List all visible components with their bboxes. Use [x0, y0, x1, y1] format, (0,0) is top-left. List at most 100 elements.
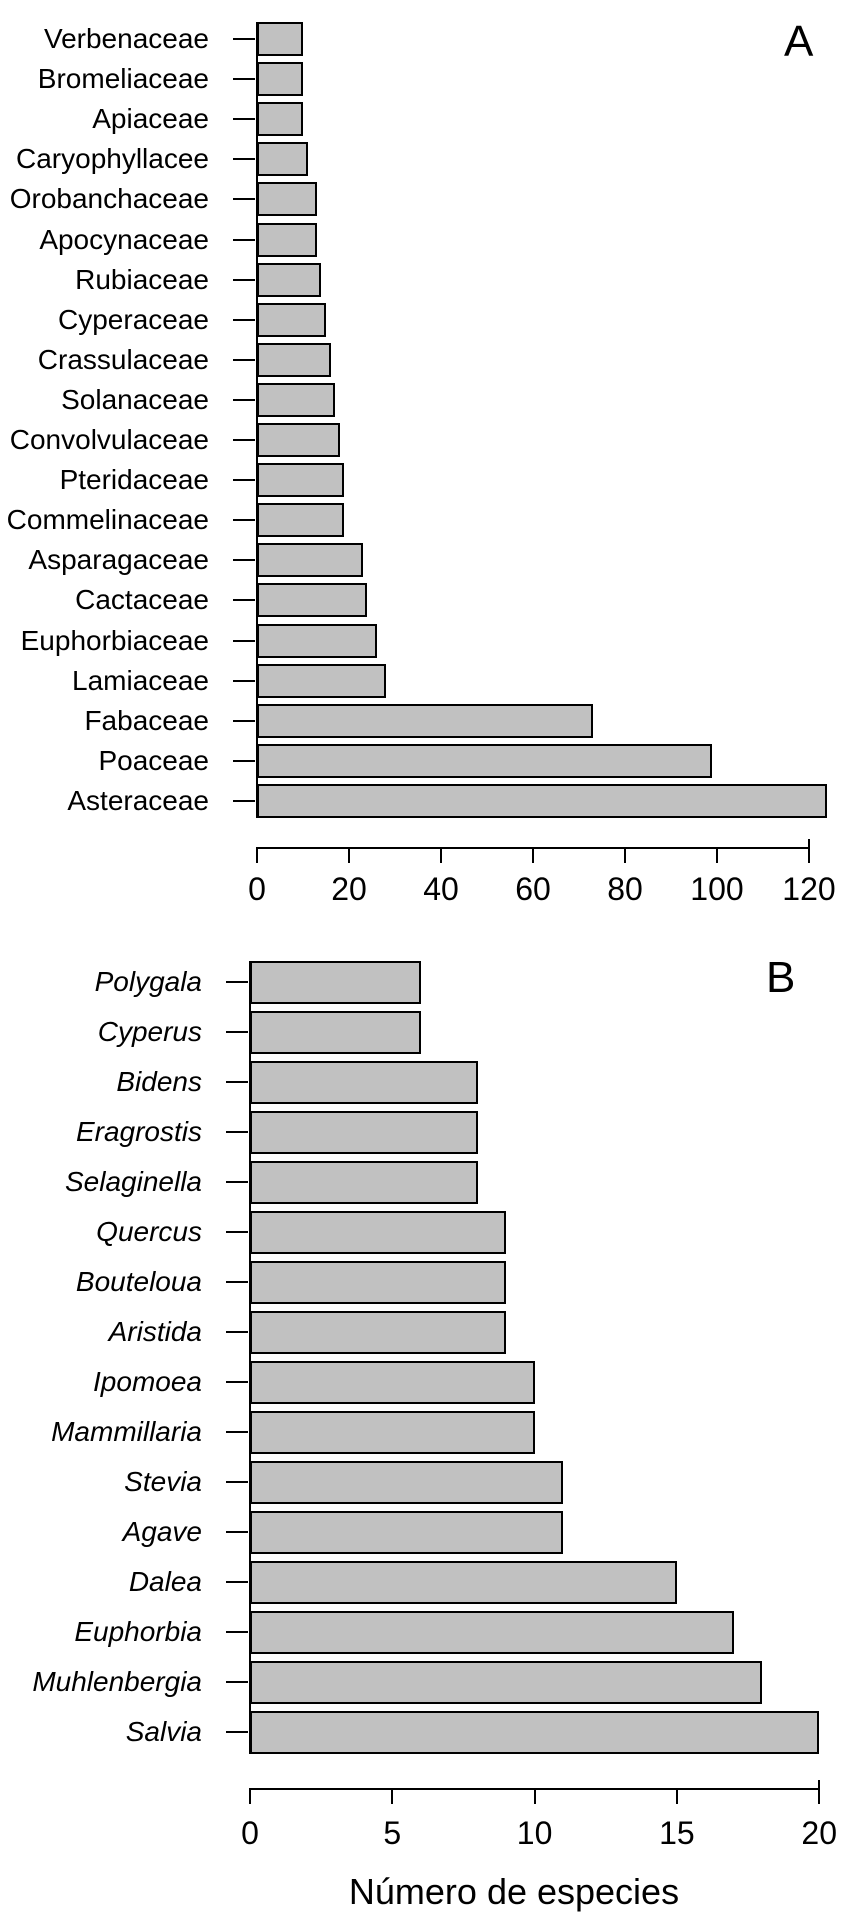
y-tick-mark [226, 1731, 248, 1733]
y-axis-spine [256, 22, 258, 818]
x-tick-mark [624, 847, 626, 863]
panel-a-label: A [784, 17, 814, 66]
y-tick-mark [233, 759, 255, 762]
category-label: Selaginella [65, 1166, 202, 1197]
x-tick-label: 20 [801, 1815, 837, 1851]
x-tick-label: 10 [516, 1815, 553, 1851]
x-tick-label: 80 [607, 871, 643, 907]
y-tick-mark [233, 479, 255, 482]
y-tick-mark [226, 1531, 248, 1533]
bar [257, 663, 386, 698]
y-tick-mark [233, 238, 255, 241]
bar [257, 503, 345, 538]
y-tick-mark [226, 1681, 248, 1683]
panel-b-label: B [766, 953, 796, 1002]
category-label: Agave [122, 1516, 202, 1547]
category-label: Pteridaceae [59, 464, 209, 496]
bar [257, 583, 368, 618]
y-tick-mark [233, 799, 255, 802]
y-tick-mark [233, 278, 255, 281]
category-label: Quercus [96, 1216, 202, 1247]
bar [257, 102, 303, 137]
x-tick-label: 15 [659, 1815, 695, 1851]
bar [250, 1110, 478, 1154]
x-tick-mark [818, 1780, 821, 1804]
y-tick-mark [233, 559, 255, 562]
y-tick-mark [226, 1331, 248, 1333]
category-label: Caryophyllacee [16, 143, 209, 175]
category-label: Commelinaceae [6, 504, 209, 536]
bar [257, 623, 377, 658]
category-label: Euphorbia [74, 1616, 202, 1647]
category-label: Fabaceae [84, 704, 209, 736]
category-label: Bouteloua [75, 1266, 202, 1297]
bar [257, 182, 317, 217]
category-label: Poaceae [98, 744, 209, 776]
y-tick-mark [233, 198, 255, 201]
x-tick-label: 0 [241, 1815, 259, 1851]
category-label: Lamiaceae [72, 664, 209, 696]
bar [250, 1060, 478, 1104]
bar [250, 1260, 507, 1304]
y-tick-mark [226, 1181, 248, 1183]
category-label: Stevia [124, 1466, 202, 1497]
category-label: Eragrostis [75, 1116, 202, 1147]
x-tick-label: 120 [782, 871, 836, 907]
x-tick-label: 0 [248, 871, 266, 907]
y-tick-mark [226, 1231, 248, 1233]
category-label: Apiaceae [92, 103, 209, 135]
y-tick-mark [226, 1081, 248, 1083]
bar [257, 62, 303, 97]
bar [250, 1160, 478, 1204]
y-tick-mark [233, 398, 255, 401]
y-tick-mark [233, 519, 255, 522]
x-tick-mark [532, 847, 534, 863]
y-tick-mark [233, 439, 255, 441]
bar [257, 262, 322, 297]
bar [257, 382, 336, 417]
y-tick-mark [233, 358, 255, 361]
x-tick-label: 5 [383, 1815, 402, 1851]
category-label: Mammillaria [51, 1416, 202, 1447]
x-tick-mark [256, 847, 258, 863]
x-axis-title: Número de especies [348, 1871, 680, 1912]
x-tick-label: 100 [690, 871, 744, 907]
y-tick-mark [226, 981, 248, 983]
y-tick-mark [233, 78, 255, 81]
category-label: Cyperaceae [58, 303, 209, 335]
category-label: Salvia [125, 1716, 202, 1747]
category-label: Crassulaceae [37, 343, 209, 375]
x-tick-mark [348, 847, 350, 863]
x-tick-mark [716, 847, 718, 863]
x-tick-label: 60 [515, 871, 551, 907]
y-tick-mark [226, 1581, 248, 1583]
category-label: Cactaceae [75, 584, 209, 616]
bar [257, 342, 331, 377]
category-label: Apocynaceae [39, 223, 209, 255]
category-label: Bidens [116, 1066, 202, 1097]
y-tick-mark [233, 38, 255, 40]
bar [257, 783, 828, 818]
y-tick-mark [233, 318, 255, 321]
category-label: Ipomoea [93, 1366, 202, 1397]
bar [250, 960, 421, 1004]
y-tick-mark [233, 158, 255, 161]
x-tick-mark [440, 847, 442, 863]
category-label: Convolvulaceae [9, 424, 209, 455]
y-tick-mark [226, 1381, 248, 1383]
bar [257, 703, 593, 738]
bar [257, 423, 340, 457]
bar [250, 1510, 564, 1554]
category-label: Bromeliaceae [37, 63, 209, 95]
category-label: Verbenaceae [43, 23, 209, 54]
category-label: Rubiaceae [75, 263, 209, 295]
category-label: Euphorbiaceae [20, 624, 209, 656]
bar [250, 1710, 820, 1754]
category-label: Muhlenbergia [32, 1666, 202, 1697]
category-label: Dalea [128, 1566, 202, 1597]
y-tick-mark [226, 1481, 248, 1483]
x-tick-mark [675, 1788, 678, 1804]
